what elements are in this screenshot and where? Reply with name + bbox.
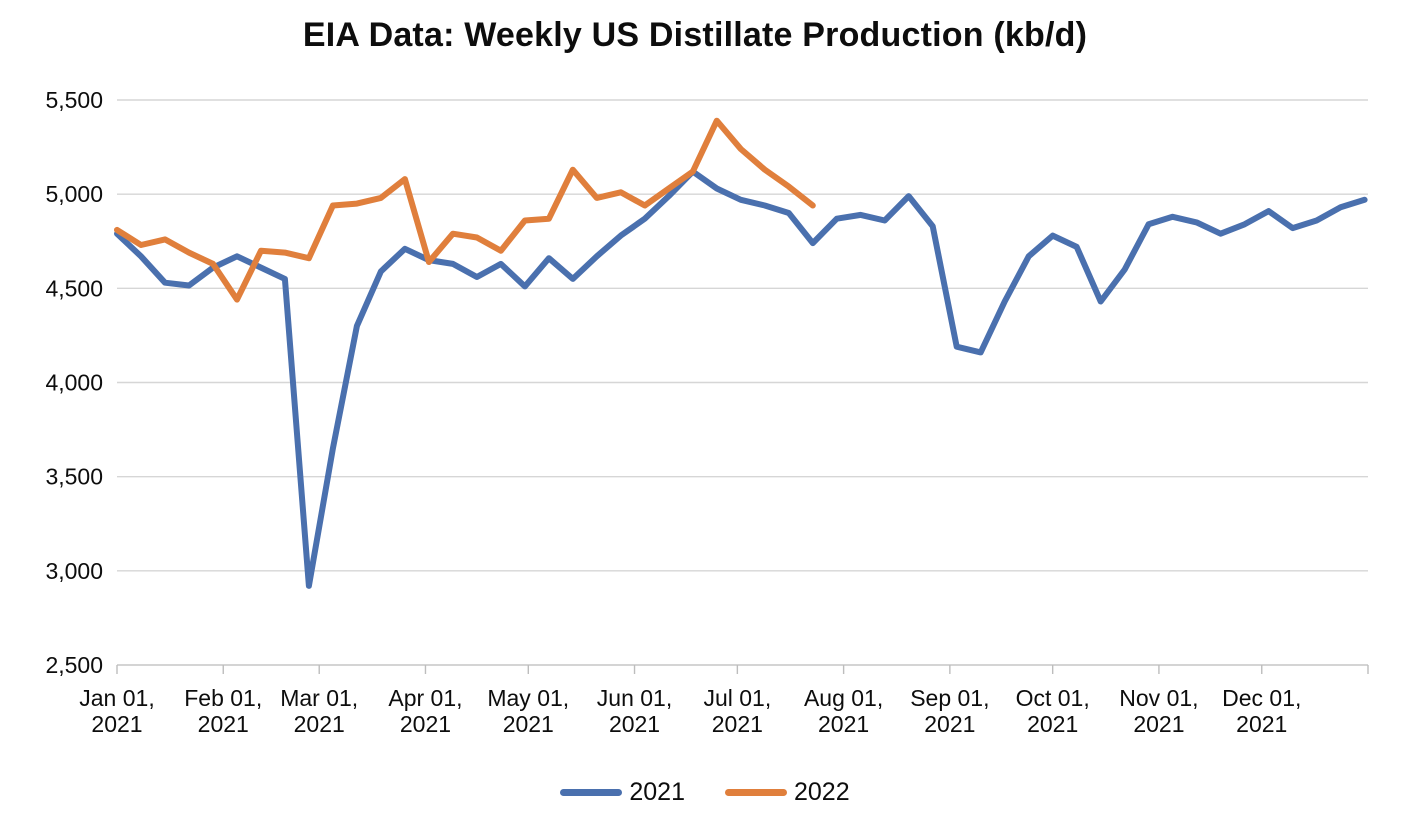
y-axis-label: 3,000 (45, 558, 103, 584)
plot-area: 5,500 5,000 4,500 4,000 3,500 3,000 2,500 Jan 0… (45, 87, 1369, 737)
y-axis-label: 4,500 (45, 275, 103, 301)
x-axis-label: Aug 01, (804, 685, 883, 711)
x-axis-label: 2021 (609, 711, 660, 737)
legend-item-2021: 2021 (560, 778, 685, 807)
x-axis-label: Dec 01, (1222, 685, 1301, 711)
x-axis-label: 2021 (294, 711, 345, 737)
y-axis-label: 2,500 (45, 652, 103, 678)
x-axis-label: 2021 (91, 711, 142, 737)
x-axis-label: 2021 (1236, 711, 1287, 737)
series-line-2021 (114, 168, 1368, 589)
legend-swatch-2022 (725, 789, 787, 796)
series-line-2022 (114, 117, 816, 303)
x-axis-label: Feb 01, (184, 685, 262, 711)
legend-item-2022: 2022 (725, 778, 850, 807)
x-axis-label: Jul 01, (703, 685, 771, 711)
x-axis-label: 2021 (400, 711, 451, 737)
x-axis-label: 2021 (198, 711, 249, 737)
x-axis-label: 2021 (503, 711, 554, 737)
x-axis-label: May 01, (487, 685, 569, 711)
y-axis-label: 4,000 (45, 370, 103, 396)
x-axis-label: Apr 01, (388, 685, 462, 711)
x-axis-label: Jan 01, (79, 685, 154, 711)
x-axis-label: Oct 01, (1016, 685, 1090, 711)
legend-swatch-2021 (560, 789, 623, 796)
x-axis-label: Nov 01, (1119, 685, 1198, 711)
x-axis-label: Mar 01, (280, 685, 358, 711)
y-axis-label: 5,500 (45, 87, 103, 113)
legend-label-2021: 2021 (629, 778, 685, 806)
legend-label-2022: 2022 (794, 778, 850, 806)
y-axis-label: 3,500 (45, 464, 103, 490)
x-axis-label: Jun 01, (597, 685, 672, 711)
x-axis-label: 2021 (818, 711, 869, 737)
legend: 2021 2022 (0, 778, 1410, 807)
x-axis-label: 2021 (924, 711, 975, 737)
y-axis-label: 5,000 (45, 181, 103, 207)
x-axis-label: 2021 (1027, 711, 1078, 737)
x-axis-label: 2021 (712, 711, 763, 737)
x-axis-label: Sep 01, (910, 685, 989, 711)
x-axis-label: 2021 (1133, 711, 1184, 737)
chart-title: EIA Data: Weekly US Distillate Productio… (302, 16, 1088, 54)
